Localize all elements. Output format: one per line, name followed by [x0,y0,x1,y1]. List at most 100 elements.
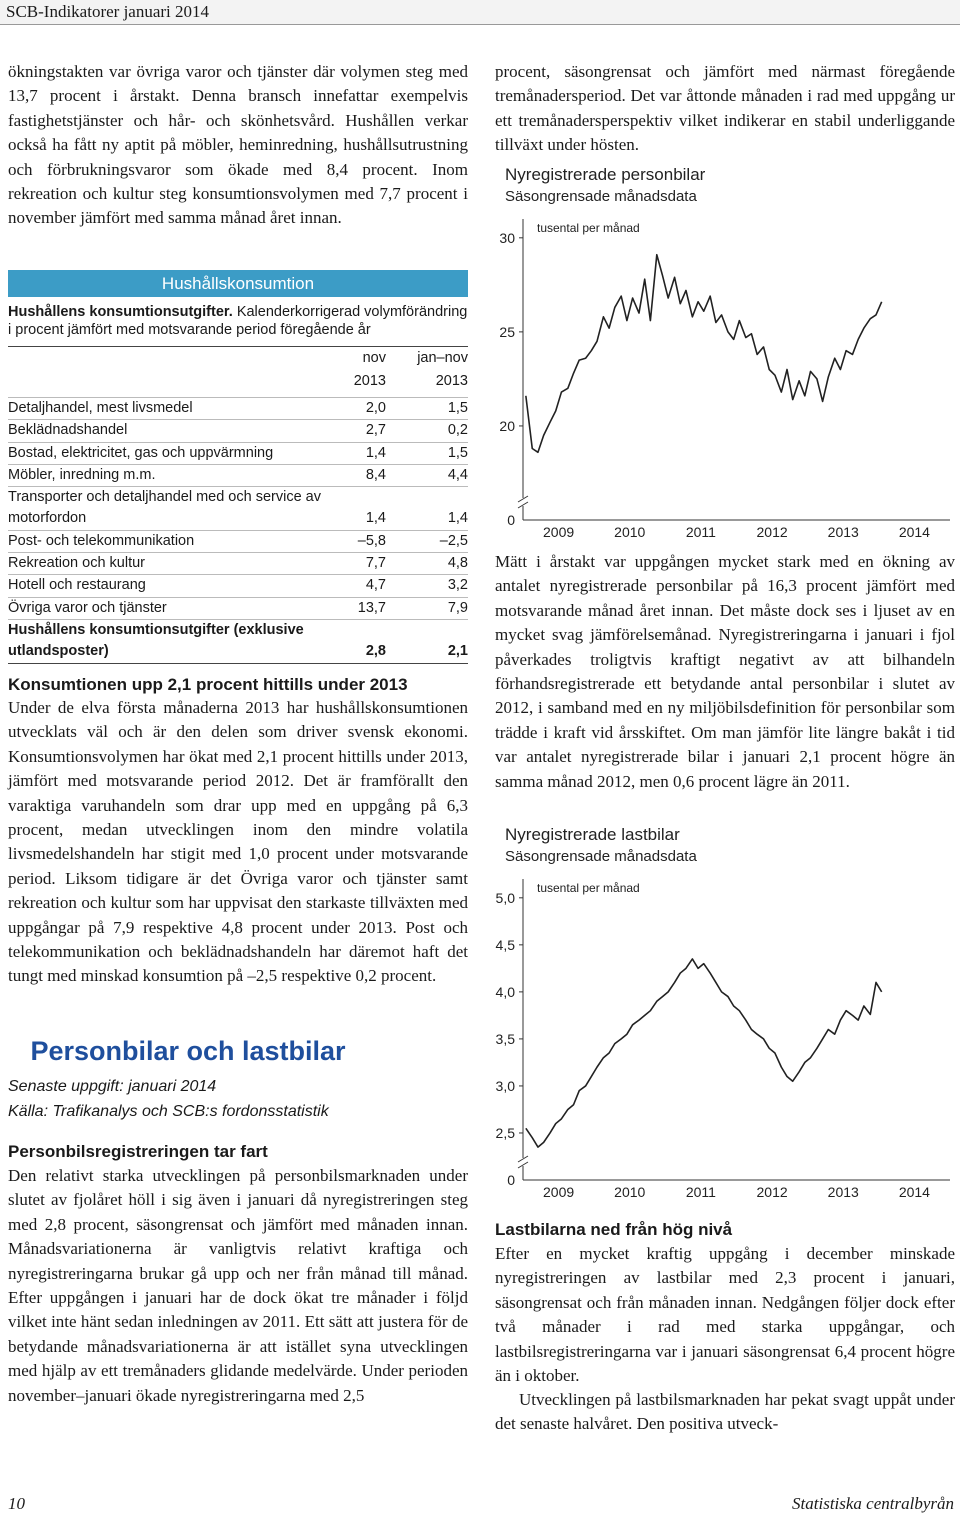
x-tick-label: 2009 [543,1184,574,1200]
y-break-label: 0 [507,512,515,528]
column-header: nov [362,350,386,366]
axis-break [517,1155,529,1169]
y-tick-label: 4,0 [496,984,516,1000]
x-tick-label: 2013 [828,524,859,540]
x-tick-label: 2014 [899,524,930,540]
value-cell: 7,7 [365,555,386,572]
table-row: Transporter och detaljhandel med och ser… [8,487,468,531]
publisher: Statistiska centralbyrån [792,1494,954,1513]
row-label: Hushållens konsumtionsutgifter (exklusiv… [8,621,304,660]
unit-label: tusental per månad [537,221,640,235]
value-cell: 13,7 [357,599,386,616]
table-row: Detaljhandel, mest livsmedel 2,0 1,5 [8,398,468,420]
table-row: Övriga varor och tjänster 13,7 7,9 [8,597,468,620]
y-break-label: 0 [507,1172,515,1188]
table-row: Hotell och restaurang 4,7 3,2 [8,575,468,598]
y-tick-label: 5,0 [496,890,516,906]
table-row: Hushållens konsumtionsutgifter (exklusiv… [8,619,468,664]
y-tick-label: 3,0 [496,1078,516,1094]
unit-label: tusental per månad [537,881,640,895]
paragraph: Mätt i årstakt var uppgången mycket star… [495,552,955,791]
paragraph: Utvecklingen på lastbilsmarknaden har pe… [495,1390,955,1434]
value-cell: 2,1 [447,643,468,660]
value-cell: 1,4 [365,444,386,461]
value-cell: –5,8 [357,532,386,549]
value-cell: 1,5 [447,400,468,416]
column-header: 2013 [386,370,468,398]
chart-subtitle: Säsongrensade månadsdata [505,848,697,865]
section-source: Källa: Trafikanalys och SCB:s fordonssta… [8,1103,329,1120]
data-line [525,253,883,454]
data-line [525,958,883,1148]
column-header: 2013 [331,370,386,398]
section-latest: Senaste uppgift: januari 2014 [8,1078,217,1095]
row-label: Övriga varor och tjänster [8,599,167,616]
section-title: Personbilar och lastbilar [30,1036,346,1066]
header-row: nov jan–nov [8,347,468,370]
chart-title: Nyregistrerade personbilar [505,165,706,184]
chart-title: Nyregistrerade lastbilar [505,825,680,844]
value-cell: –2,5 [439,532,468,549]
value-cell: 3,2 [447,577,468,594]
y-tick-label: 4,5 [496,937,516,953]
page-number: 10 [8,1494,25,1513]
paragraph: Efter en mycket kraftig uppgång i decemb… [495,1244,955,1386]
table-row: Bostad, elektricitet, gas och uppvärmnin… [8,442,468,465]
value-cell: 0,2 [447,422,468,439]
chart: Nyregistrerade lastbilar Säsongrensade må… [496,825,950,1200]
value-cell: 2,0 [365,400,386,416]
table-row: Rekreation och kultur 7,7 4,8 [8,553,468,575]
x-tick-label: 2011 [686,1184,716,1200]
header-row: 2013 2013 [8,370,468,398]
row-label: Möbler, inredning m.m. [8,466,156,483]
x-tick-label: 2012 [757,524,788,540]
x-tick-label: 2010 [614,1184,645,1200]
header-cell [8,347,331,370]
table-caption: Hushållens konsumtionsutgifter. Kalender… [8,303,468,347]
chart: Nyregistrerade personbilar Säsongrensade … [499,165,950,540]
heading: Personbilsregistreringen tar fart [8,1142,268,1161]
heading: Konsumtionen upp 2,1 procent hittills un… [8,675,408,694]
value-cell: 4,7 [365,577,386,594]
value-cell: 8,4 [365,466,386,483]
chart-subtitle: Säsongrensade månadsdata [505,188,697,205]
row-label: Bostad, elektricitet, gas och uppvärmnin… [8,444,274,461]
value-cell: 2,7 [365,422,386,439]
row-label: Hotell och restaurang [8,577,146,594]
table-box: Hushållskonsumtion Hushållens konsumtion… [8,270,468,664]
row-label: Rekreation och kultur [8,555,146,572]
table-row: Möbler, inredning m.m. 8,4 4,4 [8,464,468,487]
x-tick-label: 2014 [899,1184,930,1200]
value-cell: 7,9 [447,599,468,616]
running-header: SCB-Indikatorer januari 2014 [0,0,960,25]
x-tick-label: 2013 [828,1184,859,1200]
value-cell: 1,5 [447,444,468,461]
table-title: Hushållskonsumtion [8,270,468,297]
paragraph: procent, säsongrensat och jämfört med nä… [495,62,955,155]
x-tick-label: 2011 [686,524,716,540]
y-tick-label: 25 [499,324,515,340]
row-label: Transporter och detaljhandel med och ser… [8,489,321,527]
caption-text: Kalenderkorrigerad volymförändring i pro… [8,304,468,338]
row-label: Post- och telekommunikation [8,532,195,549]
y-tick-label: 3,5 [496,1031,516,1047]
row-label: Beklädnadshandel [8,422,128,439]
y-tick-label: 20 [499,418,515,434]
table-row: Post- och telekommunikation –5,8 –2,5 [8,530,468,553]
table-row: Beklädnadshandel 2,7 0,2 [8,420,468,443]
x-tick-label: 2012 [757,1184,788,1200]
y-tick-label: 2,5 [496,1125,516,1141]
paragraph: ökningstakten var övriga varor och tjäns… [8,62,468,228]
value-cell: 4,8 [447,555,468,572]
header-cell [8,370,331,398]
value-cell: 1,4 [447,510,468,527]
x-tick-label: 2009 [543,524,574,540]
heading: Lastbilarna ned från hög nivå [495,1220,733,1239]
caption-bold: Hushållens konsumtionsutgifter. [8,304,233,320]
value-cell: 4,4 [447,466,468,483]
table: nov jan–nov 2013 2013 Detaljhandel, mest li… [8,347,468,664]
value-cell: 2,8 [365,643,386,660]
column-header: jan–nov [417,350,468,366]
paragraph: Den relativt starka utvecklingen på pers… [8,1166,468,1405]
